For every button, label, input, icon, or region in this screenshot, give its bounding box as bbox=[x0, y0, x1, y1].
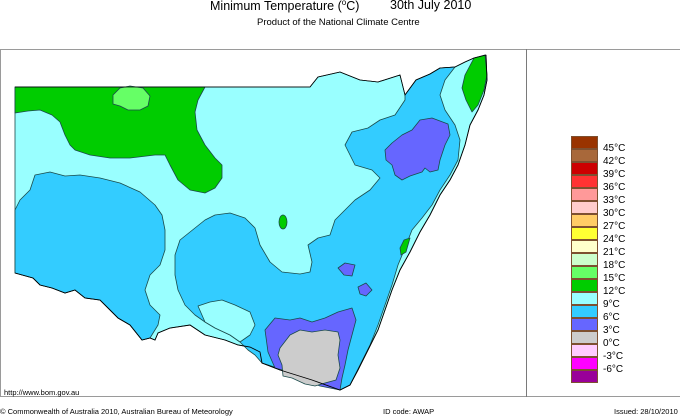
legend-swatch-18 bbox=[571, 253, 598, 266]
legend-swatch-36 bbox=[571, 175, 598, 188]
legend-swatch-12 bbox=[571, 279, 598, 292]
legend-swatch-30 bbox=[571, 201, 598, 214]
legend-label-27: 27°C bbox=[603, 221, 626, 232]
legend-label-45: 45°C bbox=[603, 143, 626, 154]
page-title: Minimum Temperature (oC) bbox=[210, 0, 360, 14]
legend-label-0: 0°C bbox=[603, 338, 620, 349]
issued-date: Issued: 28/10/2010 bbox=[614, 407, 678, 416]
legend-label-neg3: -3°C bbox=[603, 351, 624, 362]
legend-label-36: 36°C bbox=[603, 182, 626, 193]
legend-label-3: 3°C bbox=[603, 325, 620, 336]
legend-label-21: 21°C bbox=[603, 247, 626, 258]
legend-label-9: 9°C bbox=[603, 299, 620, 310]
legend-swatch-15 bbox=[571, 266, 598, 279]
map-frame bbox=[0, 49, 680, 397]
copyright-notice: © Commonwealth of Australia 2010, Austra… bbox=[0, 407, 233, 416]
legend-swatch-9 bbox=[571, 292, 598, 305]
legend-swatch-3 bbox=[571, 318, 598, 331]
legend-swatch-0 bbox=[571, 331, 598, 344]
legend-divider bbox=[526, 49, 527, 397]
legend-swatch-45 bbox=[571, 136, 598, 149]
region-9c-inner bbox=[197, 299, 256, 343]
subtitle: Product of the National Climate Centre bbox=[257, 17, 420, 28]
region-3c-ne-tablelands bbox=[384, 117, 451, 181]
region-0c-snowy bbox=[277, 329, 341, 387]
region-12c-coast-mid bbox=[399, 237, 411, 256]
id-code: ID code: AWAP bbox=[383, 407, 435, 416]
region-3c-patch-1 bbox=[337, 262, 356, 277]
legend-label-18: 18°C bbox=[603, 260, 626, 271]
legend-swatch-6 bbox=[571, 305, 598, 318]
legend-label-15: 15°C bbox=[603, 273, 626, 284]
legend-label-24: 24°C bbox=[603, 234, 626, 245]
legend-swatch-33 bbox=[571, 188, 598, 201]
temperature-map bbox=[14, 54, 488, 391]
legend-swatch-42 bbox=[571, 149, 598, 162]
legend-label-neg6: -6°C bbox=[603, 364, 624, 375]
legend-label-12: 12°C bbox=[603, 286, 626, 297]
legend-label-39: 39°C bbox=[603, 169, 626, 180]
legend-swatch-neg6 bbox=[571, 357, 598, 370]
legend-swatch-neg3 bbox=[571, 344, 598, 357]
region-6c-west bbox=[14, 171, 166, 341]
nsw-coastline bbox=[14, 54, 488, 391]
legend-swatch-24 bbox=[571, 227, 598, 240]
nsw-northern-border bbox=[15, 54, 487, 96]
region-12c-patch-center bbox=[278, 214, 288, 230]
legend-swatch-39 bbox=[571, 162, 598, 175]
bom-website-link[interactable]: http://www.bom.gov.au bbox=[4, 388, 80, 397]
legend-swatch-below bbox=[571, 370, 598, 383]
legend-label-30: 30°C bbox=[603, 208, 626, 219]
region-3c-patch-2 bbox=[357, 282, 373, 297]
legend-label-42: 42°C bbox=[603, 156, 626, 167]
legend-label-33: 33°C bbox=[603, 195, 626, 206]
legend-label-6: 6°C bbox=[603, 312, 620, 323]
map-date: 30th July 2010 bbox=[390, 0, 472, 12]
legend-swatch-27 bbox=[571, 214, 598, 227]
header: Minimum Temperature (oC) 30th July 2010 … bbox=[0, 0, 680, 28]
legend-swatch-21 bbox=[571, 240, 598, 253]
region-12c-north bbox=[14, 86, 223, 194]
